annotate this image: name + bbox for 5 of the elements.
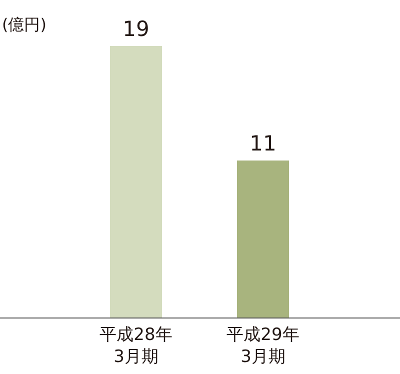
data-label: 19 xyxy=(122,17,150,41)
data-label: 11 xyxy=(250,132,276,156)
x-tick-label: 平成29年 3月期 xyxy=(226,325,300,367)
x-tick-label: 平成28年 3月期 xyxy=(100,325,172,367)
y-axis-title: (億円) xyxy=(2,15,46,34)
